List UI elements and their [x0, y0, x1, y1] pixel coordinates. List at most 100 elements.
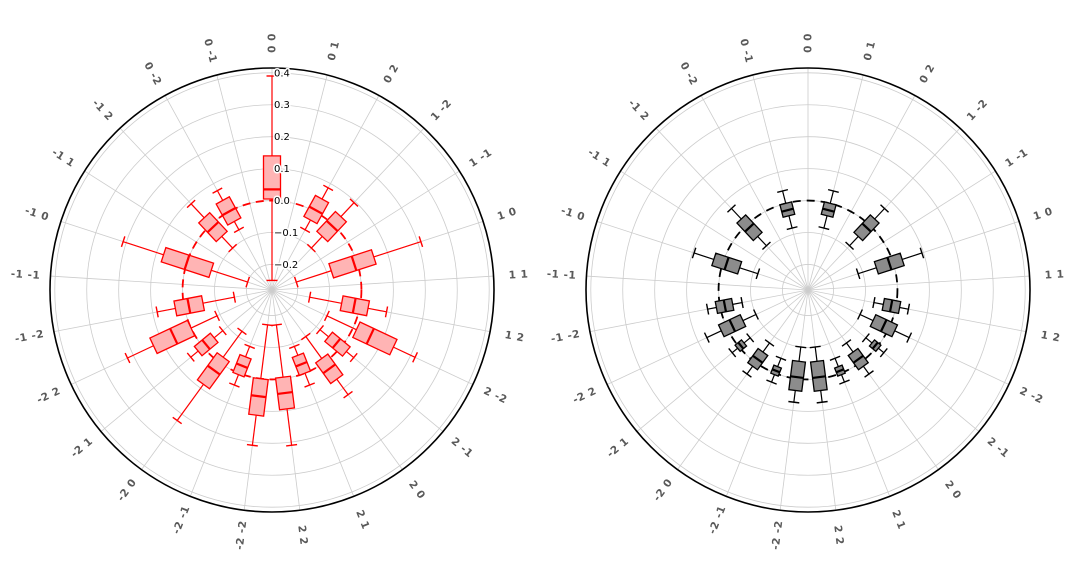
- angle-label-0_1: 0 1: [326, 40, 343, 62]
- box-1_0: [855, 247, 925, 280]
- grid-spoke: [807, 289, 1027, 332]
- median-line: [169, 328, 179, 345]
- whisker-cap: [306, 243, 316, 253]
- box--1_2: [186, 199, 238, 253]
- whisker: [781, 190, 787, 204]
- angle-label-1_2: 1 2: [504, 329, 526, 344]
- angle-label--2_-2: -2 -2: [234, 520, 250, 551]
- median-line: [781, 207, 794, 213]
- whisker: [216, 190, 224, 201]
- whisker-cap: [323, 184, 334, 192]
- median-line: [251, 394, 267, 399]
- grid-spoke: [807, 289, 891, 497]
- angle-label--2_0: -2 0: [651, 477, 675, 504]
- angle-label-1_2: 1 2: [1040, 329, 1062, 344]
- whisker: [190, 203, 205, 219]
- whisker-cap: [788, 400, 800, 404]
- whisker: [849, 236, 859, 247]
- boxplot-series: [120, 75, 424, 447]
- box--2_1: [186, 326, 227, 362]
- whisker-cap: [286, 443, 298, 447]
- grid-spoke: [677, 289, 809, 470]
- whisker-cap: [742, 370, 752, 378]
- radial-tick-labels: 0.4 0.3 0.2 0.1 0.0 −0.1 −0.2: [273, 67, 300, 273]
- whisker-cap: [829, 355, 841, 361]
- angle-label-1_-2: 1 -2: [965, 97, 991, 123]
- whisker-cap: [343, 390, 353, 399]
- grid-spoke: [725, 289, 809, 497]
- box-body: [809, 359, 828, 393]
- median-line: [886, 257, 893, 271]
- angle-label-1_-1: 1 -1: [467, 146, 494, 169]
- radial-tick-label: 0.3: [274, 100, 290, 111]
- whisker: [823, 215, 828, 229]
- median-line: [295, 361, 308, 368]
- whisker: [190, 315, 218, 329]
- box-1_2: [872, 297, 911, 315]
- box-2_1: [288, 343, 315, 388]
- whisker-cap: [304, 382, 315, 388]
- radial-tick-label: 0.4: [274, 68, 290, 79]
- box-1_-2: [306, 198, 359, 253]
- whisker-cap: [879, 348, 888, 358]
- grid-spoke: [84, 170, 273, 291]
- whisker: [762, 342, 770, 353]
- whisker-cap: [880, 204, 890, 213]
- whisker: [304, 219, 311, 231]
- radial-tick-label: 0.0: [274, 196, 290, 207]
- box-0_-2: [212, 187, 245, 234]
- whisker-cap: [244, 343, 256, 350]
- median-line: [201, 339, 211, 350]
- angle-label-2_1: 2 1: [353, 508, 371, 531]
- grid-spoke: [589, 289, 809, 332]
- box--2_-2: [788, 345, 807, 404]
- grid-spoke: [752, 74, 809, 291]
- whisker-cap: [288, 343, 300, 350]
- whisker: [788, 215, 793, 229]
- whisker-cap: [349, 352, 358, 363]
- polar-grid: [586, 68, 1030, 511]
- box--1_2: [726, 204, 771, 251]
- whisker-cap: [233, 226, 245, 234]
- median-line: [888, 299, 894, 312]
- median-line: [236, 362, 248, 369]
- whisker-cap: [300, 332, 311, 341]
- whisker: [873, 301, 884, 305]
- box--2_2: [703, 309, 759, 343]
- box-0_1: [818, 188, 839, 231]
- whisker-cap: [349, 198, 359, 207]
- median-line: [207, 364, 221, 376]
- whisker: [743, 337, 751, 344]
- whisker-cap: [186, 199, 196, 209]
- median-line: [325, 220, 339, 232]
- whisker: [233, 374, 240, 386]
- box-2_-2: [857, 309, 913, 343]
- angle-label-1_-1: 1 -1: [1003, 146, 1030, 169]
- whisker: [304, 372, 311, 386]
- whisker: [742, 313, 757, 322]
- box--2_-2: [246, 323, 274, 447]
- grid-spoke: [189, 289, 273, 497]
- angle-label-2_-2: 2 -2: [1018, 385, 1045, 406]
- angle-label--2_-2: -2 -2: [770, 520, 786, 551]
- angle-label-0_-2: 0 -2: [141, 60, 163, 87]
- angle-label-0_-1: 0 -1: [201, 37, 219, 64]
- whisker: [233, 221, 240, 231]
- median-line: [186, 298, 192, 314]
- whisker: [310, 236, 323, 249]
- whisker: [296, 270, 332, 283]
- whisker: [798, 346, 802, 362]
- grid-spoke: [271, 74, 328, 291]
- whisker: [731, 208, 742, 220]
- whisker: [793, 390, 796, 403]
- whisker-cap: [746, 333, 755, 343]
- polar-chart-left-real-part: 0 0 0 1 0 2 1 -2 1 -1 1 0 1 1 1 2 2 -2 2 -1 2 0 2 1…: [10, 33, 528, 550]
- box-body: [262, 155, 282, 200]
- angle-label-0_0: 0 0: [267, 33, 279, 53]
- whisker: [862, 365, 870, 375]
- whisker-cap: [775, 355, 787, 361]
- whisker-cap: [262, 323, 274, 327]
- whisker-cap: [827, 188, 839, 194]
- angle-label-2_2: 2 2: [295, 525, 309, 546]
